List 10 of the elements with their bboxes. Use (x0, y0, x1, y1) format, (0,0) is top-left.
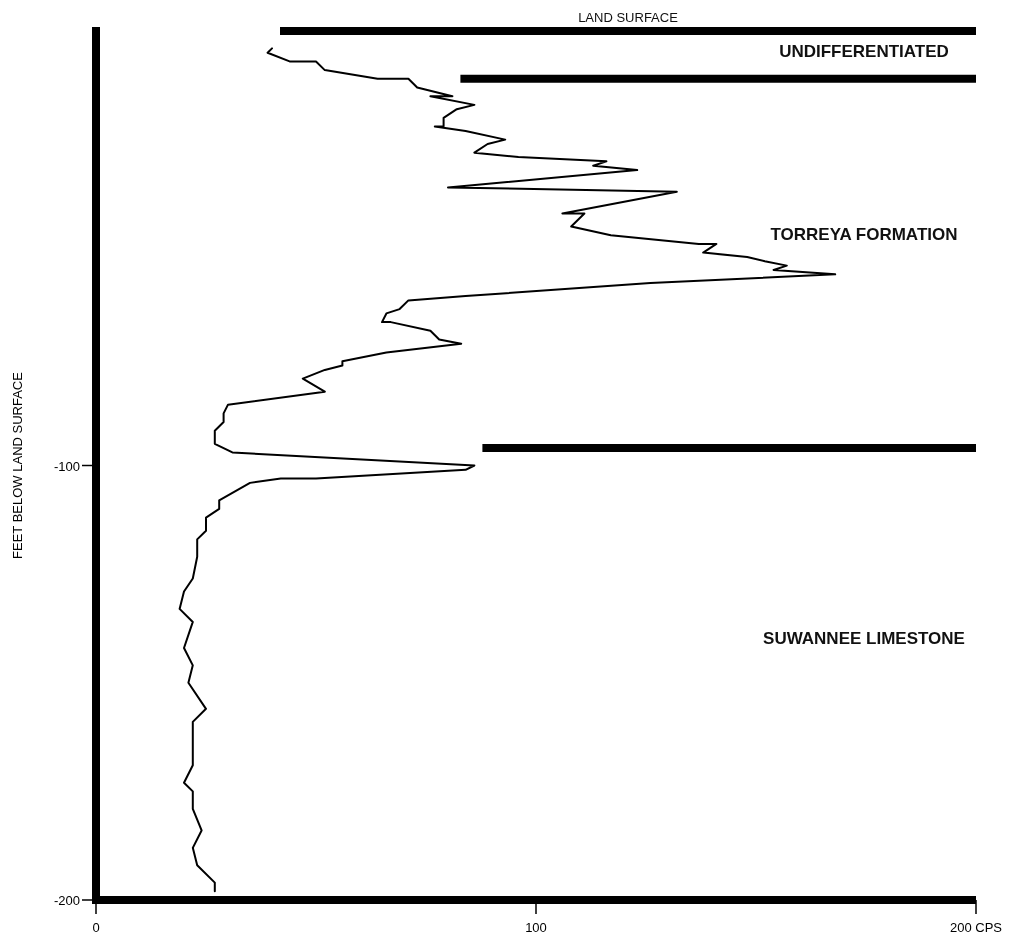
x-tick-label: 200 CPS (949, 920, 1003, 935)
y-tick-label: -200 (53, 893, 80, 908)
annotation: SUWANNEE LIMESTONE (763, 628, 965, 648)
x-tick-label: 100 (525, 920, 547, 935)
annotation: TORREYA FORMATION (770, 224, 958, 244)
ref-line-label: LAND SURFACE (578, 10, 679, 25)
x-tick-label: 0 (92, 920, 100, 935)
y-tick-label: -100 (53, 458, 80, 474)
y-axis-title: FEET BELOW LAND SURFACE (10, 371, 25, 559)
annotation: UNDIFFERENTIATED (779, 42, 949, 62)
